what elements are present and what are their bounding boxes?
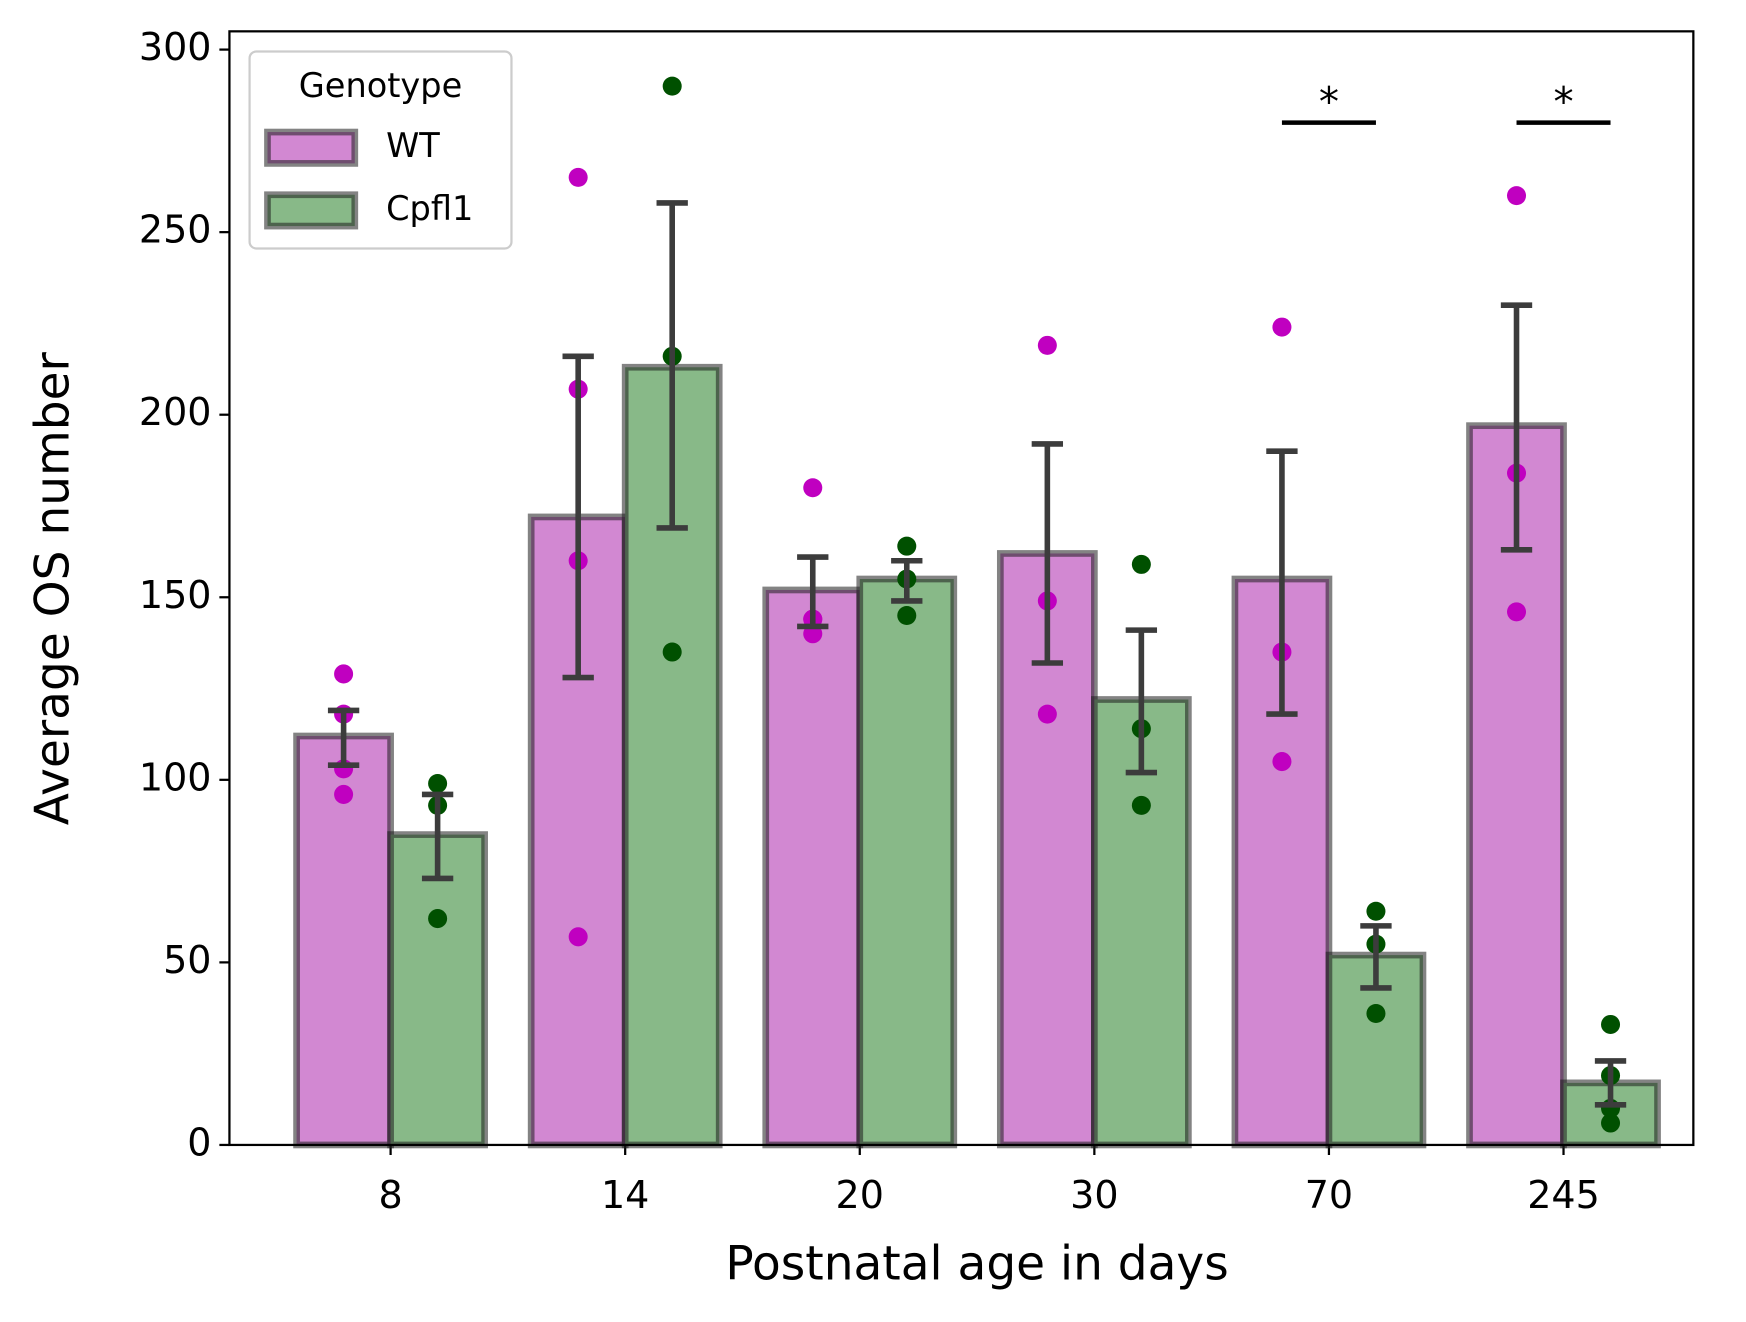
y-tick-label: 300 bbox=[139, 25, 212, 69]
y-tick-label: 50 bbox=[163, 938, 211, 982]
data-point bbox=[1601, 1113, 1621, 1133]
data-point bbox=[1507, 602, 1527, 622]
significance-label: * bbox=[1553, 79, 1573, 126]
x-tick-label: 30 bbox=[1070, 1173, 1118, 1217]
data-point bbox=[803, 478, 823, 498]
x-tick-label: 70 bbox=[1305, 1173, 1353, 1217]
data-point bbox=[662, 76, 682, 96]
legend-swatch bbox=[264, 128, 359, 167]
y-tick-label: 150 bbox=[139, 573, 212, 617]
legend-swatch bbox=[264, 191, 359, 230]
data-point bbox=[1366, 901, 1386, 921]
data-point bbox=[568, 167, 588, 187]
data-point bbox=[1131, 795, 1151, 815]
data-point bbox=[897, 606, 917, 626]
y-tick-label: 0 bbox=[187, 1120, 211, 1164]
data-point bbox=[428, 773, 448, 793]
data-point bbox=[1131, 554, 1151, 574]
legend-title: Genotype bbox=[299, 66, 462, 105]
legend-label: Cpfl1 bbox=[386, 189, 473, 228]
bar bbox=[856, 575, 958, 1149]
y-tick-label: 200 bbox=[139, 390, 212, 434]
x-tick-label: 20 bbox=[836, 1173, 884, 1217]
data-point bbox=[1037, 335, 1057, 355]
data-point bbox=[334, 784, 354, 804]
data-point bbox=[1366, 1003, 1386, 1024]
y-tick-label: 250 bbox=[139, 208, 212, 252]
x-tick-label: 245 bbox=[1527, 1173, 1600, 1217]
x-tick-label: 14 bbox=[601, 1173, 649, 1217]
data-point bbox=[1507, 186, 1527, 206]
y-axis-label: Average OS number bbox=[25, 351, 80, 825]
x-tick-label: 8 bbox=[378, 1173, 402, 1217]
plot-frame bbox=[228, 30, 1695, 1147]
x-axis-label: Postnatal age in days bbox=[725, 1236, 1228, 1291]
data-point bbox=[897, 536, 917, 556]
data-point bbox=[1037, 704, 1057, 724]
data-point bbox=[1272, 752, 1292, 772]
significance-label: * bbox=[1319, 79, 1339, 126]
data-point bbox=[1601, 1014, 1621, 1034]
data-point bbox=[662, 642, 682, 662]
legend-label: WT bbox=[386, 126, 440, 165]
data-point bbox=[568, 927, 588, 947]
plot-root: Average OS number Postnatal age in days … bbox=[25, 25, 1695, 1291]
data-point bbox=[428, 909, 448, 929]
bar bbox=[762, 586, 864, 1149]
data-point bbox=[1272, 317, 1292, 337]
data-point bbox=[334, 664, 354, 684]
y-tick-label: 100 bbox=[139, 755, 212, 799]
